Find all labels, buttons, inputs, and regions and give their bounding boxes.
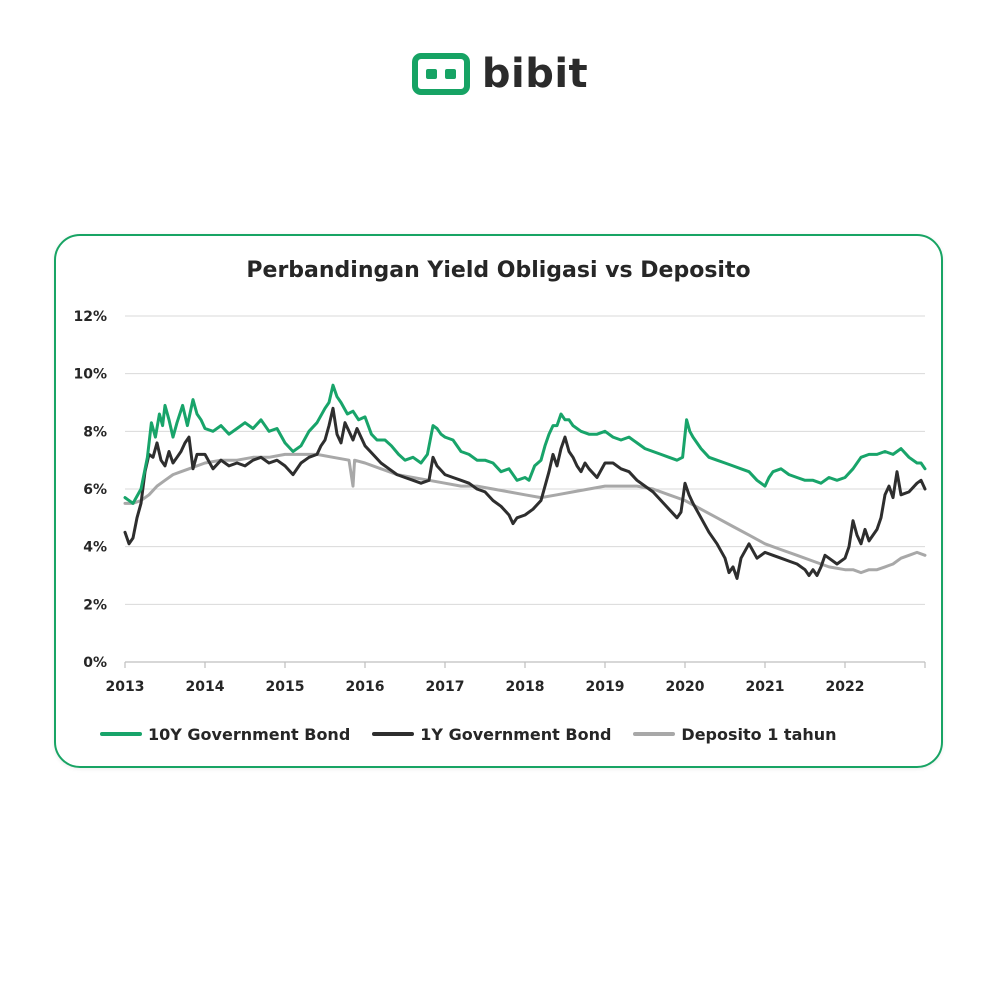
series-line-10y-government-bond: [123, 383, 927, 505]
y-tick-label: 10%: [73, 367, 107, 383]
brand-header: bibit: [0, 48, 1000, 100]
x-tick-label: 2022: [826, 679, 865, 695]
legend-item: 10Y Government Bond: [100, 725, 350, 744]
x-tick-label: 2021: [746, 679, 785, 695]
chart-card: Perbandingan Yield Obligasi vs Deposito …: [54, 234, 943, 768]
x-tick-label: 2016: [346, 679, 385, 695]
y-tick-label: 6%: [83, 482, 107, 498]
legend-label: 10Y Government Bond: [148, 724, 351, 744]
legend-swatch: [100, 732, 142, 736]
chart-title: Perbandingan Yield Obligasi vs Deposito: [246, 258, 751, 283]
y-tick-label: 4%: [83, 540, 107, 556]
y-tick-label: 0%: [83, 655, 107, 671]
x-tick-label: 2017: [426, 679, 465, 695]
y-tick-label: 8%: [83, 424, 107, 440]
x-tick-label: 2014: [186, 679, 225, 695]
legend-swatch: [633, 732, 676, 736]
legend-label: Deposito 1 tahun: [681, 724, 837, 744]
series-line-1y-government-bond: [123, 406, 927, 580]
brand-name: bibit: [481, 51, 589, 97]
bibit-logo-icon: [411, 53, 470, 95]
x-tick-label: 2020: [666, 679, 705, 695]
x-tick-label: 2018: [506, 679, 545, 695]
legend-item: Deposito 1 tahun: [633, 724, 837, 744]
y-tick-label: 12%: [73, 309, 107, 325]
x-tick-label: 2013: [106, 679, 145, 695]
legend-item: 1Y Government Bond: [372, 725, 611, 744]
legend-label: 1Y Government Bond: [420, 724, 612, 744]
chart-legend: 10Y Government Bond 1Y Government Bond Dep…: [100, 722, 837, 746]
line-chart: 0% 2% 4% 6% 8% 10% 12% 2013 2014 2015 2016 2017 2018…: [73, 309, 927, 695]
x-tick-label: 2019: [586, 679, 625, 695]
y-tick-label: 2%: [83, 597, 107, 613]
x-tick-label: 2015: [266, 679, 305, 695]
legend-swatch: [372, 732, 415, 736]
